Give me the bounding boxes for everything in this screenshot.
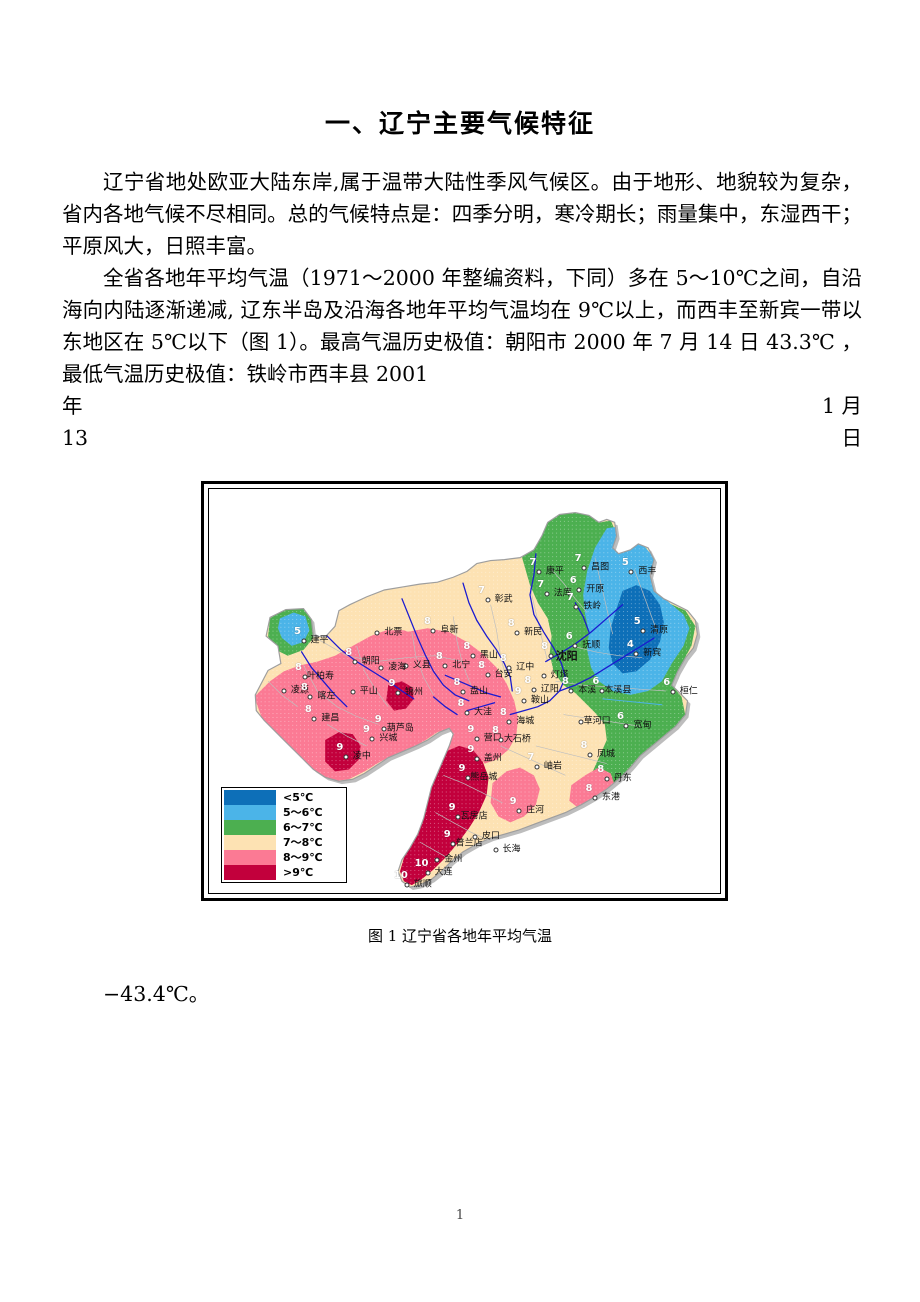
figure-inner-border: 建平 5 北票 朝阳 8 叶柏寿 8 凌源 喀左 8 建昌 8 凌中 9 义县 平山 锦州 9 凌海 葫芦岛 9 兴城 9 阜…	[208, 488, 721, 894]
figure-caption: 图 1 辽宁省各地年平均气温	[367, 927, 553, 945]
legend-swatch-gt9	[224, 865, 276, 880]
page-title: 一、辽宁主要气候特征	[324, 109, 595, 138]
wrapped-line-1-right: 1 月	[821, 394, 862, 418]
legend-label-8-9: 8～9℃	[283, 851, 323, 864]
legend-label-7-8: 7～8℃	[283, 836, 323, 849]
wrapped-line-1-left: 年	[62, 394, 83, 418]
rivers	[300, 553, 655, 716]
figure-map-container: 建平 5 北票 朝阳 8 叶柏寿 8 凌源 喀左 8 建昌 8 凌中 9 义县 平山 锦州 9 凌海 葫芦岛 9 兴城 9 阜…	[201, 481, 728, 901]
legend-item: >9℃	[222, 865, 346, 880]
wrapped-line-2-right: 日	[841, 426, 863, 450]
legend-item: 6～7℃	[222, 820, 346, 835]
legend-item: <5℃	[222, 790, 346, 805]
legend-item: 7～8℃	[222, 835, 346, 850]
legend-label-gt9: >9℃	[283, 866, 314, 879]
legend-label-6-7: 6～7℃	[283, 821, 323, 834]
wrapped-line-2-left: 13	[62, 426, 89, 450]
legend-item: 5～6℃	[222, 805, 346, 820]
province-outline	[254, 511, 698, 888]
legend-label-5-6: 5～6℃	[283, 806, 323, 819]
legend-swatch-6-7	[224, 820, 276, 835]
legend-swatch-8-9	[224, 850, 276, 865]
legend-swatch-5-6	[224, 805, 276, 820]
paragraph-1: 辽宁省地处欧亚大陆东岸,属于温带大陆性季风气候区。由于地形、地貌较为复杂，省内各…	[62, 170, 862, 258]
legend-label-lt5: <5℃	[283, 791, 314, 804]
figure-outer-border: 建平 5 北票 朝阳 8 叶柏寿 8 凌源 喀左 8 建昌 8 凌中 9 义县 平山 锦州 9 凌海 葫芦岛 9 兴城 9 阜…	[201, 481, 728, 901]
legend-swatch-lt5	[224, 790, 276, 805]
tail-text-line: −43.4℃。	[103, 982, 210, 1006]
legend-swatch-7-8	[224, 835, 276, 850]
body-text-block: 辽宁省地处欧亚大陆东岸,属于温带大陆性季风气候区。由于地形、地貌较为复杂，省内各…	[62, 166, 862, 454]
paragraph-2: 全省各地年平均气温（1971～2000 年整编资料，下同）多在 5～10℃之间，…	[62, 266, 862, 386]
page-number: 1	[455, 1208, 465, 1223]
wrapped-line-2: 13 日	[62, 422, 862, 454]
tail-text: −43.4℃。	[62, 978, 862, 1010]
map-legend: <5℃ 5～6℃ 6～7℃ 7～8℃	[221, 787, 347, 883]
legend-item: 8～9℃	[222, 850, 346, 865]
wrapped-line-1: 年 1 月	[62, 390, 862, 422]
